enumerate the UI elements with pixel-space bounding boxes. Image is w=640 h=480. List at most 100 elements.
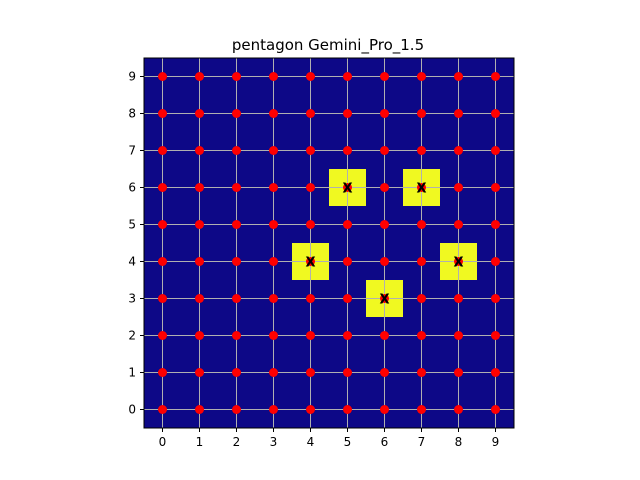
cell-mark-label: X — [342, 182, 352, 197]
grid-point — [306, 405, 315, 414]
y-tick-label: 0 — [128, 403, 136, 417]
grid-point — [380, 183, 389, 192]
grid-point — [454, 331, 463, 340]
x-tick-label: 7 — [418, 435, 426, 449]
x-tick-label: 9 — [492, 435, 500, 449]
grid-point — [417, 146, 426, 155]
x-tick-label: 3 — [270, 435, 278, 449]
x-axis: 0 1 2 3 4 5 6 7 8 9 — [159, 428, 500, 449]
grid-point — [232, 146, 241, 155]
grid-point — [232, 220, 241, 229]
grid-point — [380, 368, 389, 377]
grid-point — [232, 72, 241, 81]
cell-marks: X X X X X — [305, 182, 463, 308]
grid-point — [195, 220, 204, 229]
cell-mark-label: X — [416, 182, 426, 197]
grid-point — [306, 146, 315, 155]
grid-point — [454, 294, 463, 303]
grid-point — [306, 183, 315, 192]
grid-point — [491, 331, 500, 340]
grid-point — [195, 331, 204, 340]
cell-mark-label: X — [305, 256, 315, 271]
grid-point — [417, 72, 426, 81]
grid-point — [491, 257, 500, 266]
grid-point — [232, 405, 241, 414]
grid-point — [306, 220, 315, 229]
x-tick-label: 8 — [455, 435, 463, 449]
grid-point — [306, 72, 315, 81]
grid-point — [380, 109, 389, 118]
grid-point — [195, 72, 204, 81]
grid-point — [158, 183, 167, 192]
grid-point — [232, 257, 241, 266]
grid-point — [491, 405, 500, 414]
grid-point — [232, 109, 241, 118]
grid-point — [454, 109, 463, 118]
grid-point — [158, 220, 167, 229]
grid-point — [343, 183, 352, 192]
grid-lines — [144, 58, 514, 428]
grid-point — [417, 331, 426, 340]
grid-point — [380, 220, 389, 229]
grid-point — [417, 405, 426, 414]
cell-mark-label: X — [453, 256, 463, 271]
grid-point — [232, 294, 241, 303]
grid-point — [380, 72, 389, 81]
grid-point — [158, 368, 167, 377]
x-tick-label: 0 — [159, 435, 167, 449]
grid-point — [195, 109, 204, 118]
grid-point — [491, 146, 500, 155]
grid-point — [158, 146, 167, 155]
grid-point — [306, 257, 315, 266]
grid-point — [417, 368, 426, 377]
grid-point — [269, 294, 278, 303]
grid-point — [454, 257, 463, 266]
grid-point — [454, 368, 463, 377]
grid-point — [232, 331, 241, 340]
grid-point — [158, 331, 167, 340]
grid-point — [195, 294, 204, 303]
grid-point — [491, 220, 500, 229]
grid-point — [417, 257, 426, 266]
grid-point — [269, 146, 278, 155]
x-tick-label: 4 — [307, 435, 315, 449]
grid-point — [158, 405, 167, 414]
grid-point — [343, 109, 352, 118]
grid-point — [269, 368, 278, 377]
grid-points — [158, 72, 500, 414]
grid-point — [454, 72, 463, 81]
y-tick-label: 3 — [128, 292, 136, 306]
grid-point — [380, 257, 389, 266]
grid-point — [195, 405, 204, 414]
grid-point — [454, 405, 463, 414]
grid-point — [343, 220, 352, 229]
grid-point — [343, 257, 352, 266]
grid-point — [380, 405, 389, 414]
grid-point — [343, 405, 352, 414]
grid-point — [195, 257, 204, 266]
y-tick-label: 1 — [128, 366, 136, 380]
grid-point — [491, 294, 500, 303]
grid-point — [269, 220, 278, 229]
grid-point — [454, 220, 463, 229]
grid-point — [158, 109, 167, 118]
y-tick-label: 6 — [128, 181, 136, 195]
grid-point — [232, 183, 241, 192]
grid-point — [269, 183, 278, 192]
grid-point — [158, 72, 167, 81]
grid-point — [269, 405, 278, 414]
grid-point — [158, 294, 167, 303]
y-tick-label: 8 — [128, 107, 136, 121]
grid-point — [306, 109, 315, 118]
grid-point — [454, 146, 463, 155]
y-axis: 0 1 2 3 4 5 6 7 8 9 — [128, 70, 144, 417]
grid-point — [195, 146, 204, 155]
grid-point — [491, 109, 500, 118]
grid-point — [343, 146, 352, 155]
y-tick-label: 9 — [128, 70, 136, 84]
grid-point — [343, 368, 352, 377]
x-tick-label: 6 — [381, 435, 389, 449]
grid-point — [158, 257, 167, 266]
grid-point — [380, 294, 389, 303]
